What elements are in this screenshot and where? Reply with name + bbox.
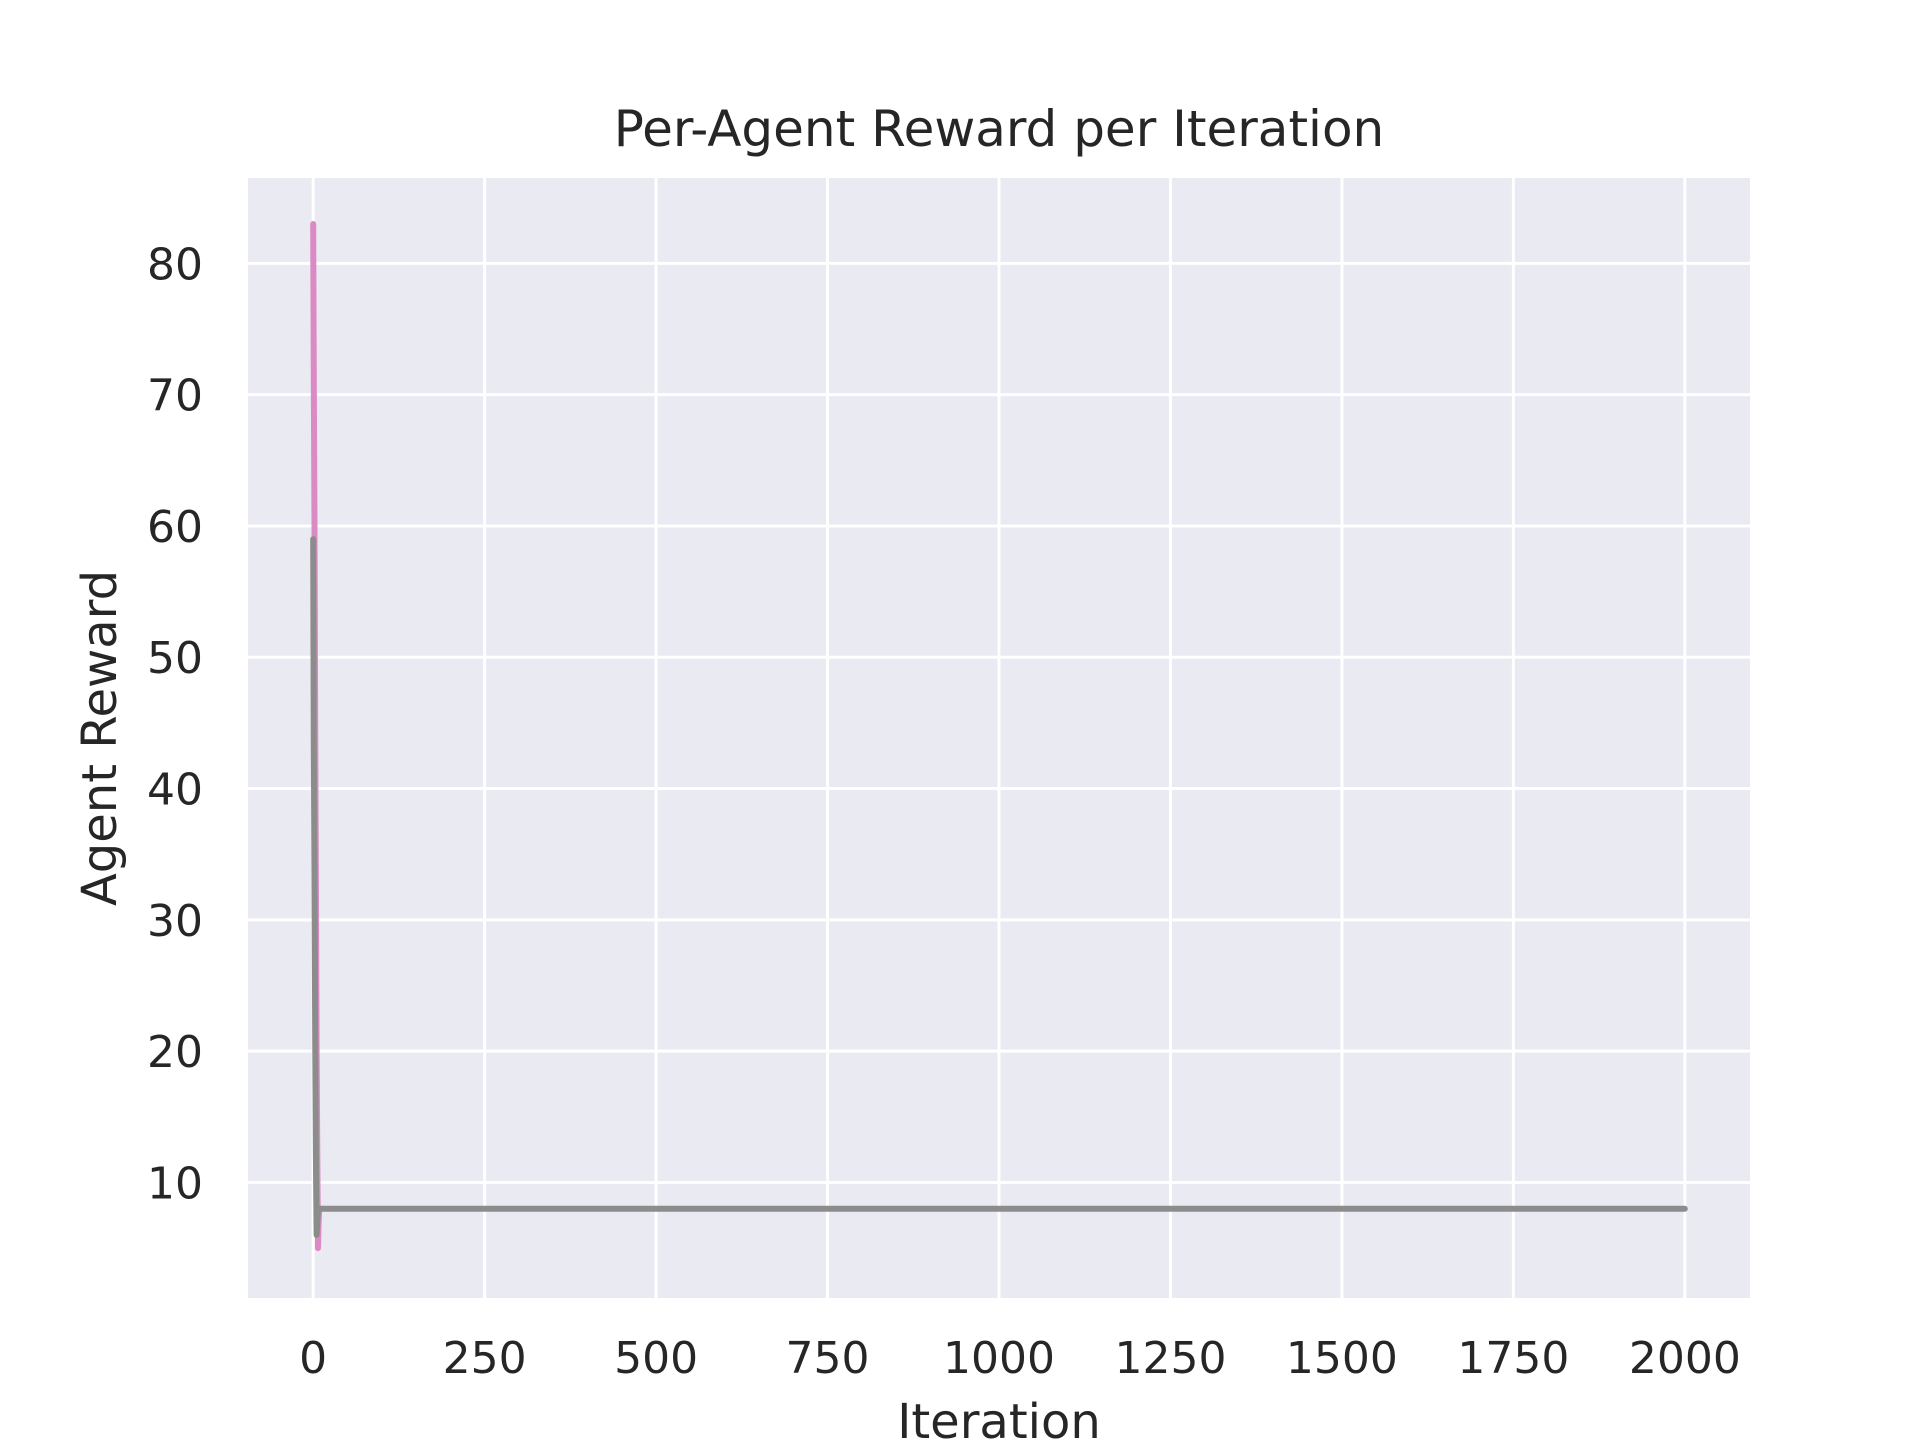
x-tick-label: 1500 [1286, 1333, 1398, 1384]
x-tick-label: 750 [786, 1333, 870, 1384]
y-tick-label: 60 [147, 502, 203, 553]
x-axis-label: Iteration [897, 1394, 1101, 1440]
y-axis-label: Agent Reward [72, 570, 128, 906]
x-tick-label: 250 [443, 1333, 527, 1384]
y-tick-label: 50 [147, 633, 203, 684]
x-tick-label: 1000 [943, 1333, 1055, 1384]
y-tick-label: 30 [147, 896, 203, 947]
y-tick-label: 70 [147, 371, 203, 422]
y-tick-label: 10 [147, 1158, 203, 1209]
grid [248, 178, 1750, 1298]
series-group [310, 221, 1688, 1252]
x-tick-label: 1250 [1114, 1333, 1226, 1384]
x-tick-label: 2000 [1629, 1333, 1741, 1384]
x-tick-label: 0 [299, 1333, 327, 1384]
x-tick-label: 1750 [1457, 1333, 1569, 1384]
y-tick-label: 20 [147, 1027, 203, 1078]
y-tick-label: 80 [147, 239, 203, 290]
series-line-2 [310, 536, 1688, 1238]
y-tick-labels: 10 20 30 40 50 60 70 80 [147, 239, 203, 1209]
chart-title: Per-Agent Reward per Iteration [614, 100, 1384, 158]
x-tick-label: 500 [614, 1333, 698, 1384]
y-tick-label: 40 [147, 765, 203, 816]
x-tick-labels: 0 250 500 750 1000 1250 1500 1750 2000 [299, 1333, 1741, 1384]
